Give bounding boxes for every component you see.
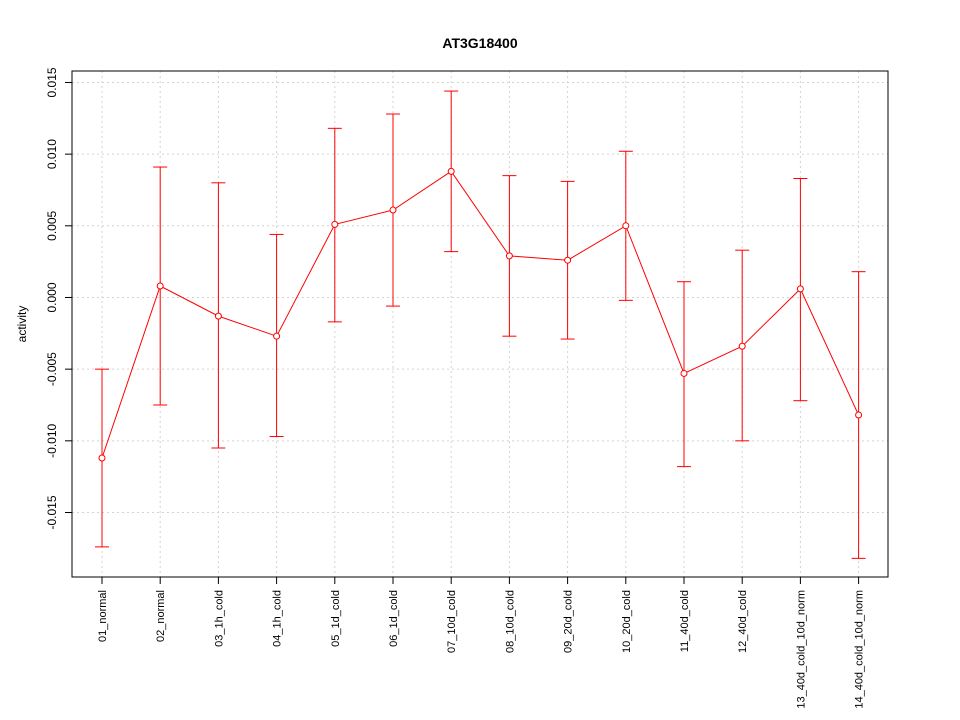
y-tick-label: -0.015 [45,495,59,529]
y-tick-label: -0.005 [45,352,59,386]
data-point [505,252,513,260]
plot-frame [71,70,889,578]
grid [72,71,888,577]
data-point [447,167,455,175]
data-point [331,220,339,228]
data-point [564,256,572,264]
x-tick-label: 05_1d_cold [330,590,342,647]
data-point [796,285,804,293]
x-tick-label: 06_1d_cold [388,590,400,647]
data-point [156,282,164,290]
data-point [98,454,106,462]
series-activity [95,90,866,559]
x-tick-label: 07_10d_cold [446,590,458,653]
y-tick-label: 0.005 [45,210,59,240]
x-tick-label: 04_1h_cold [272,590,284,647]
x-tick-label: 12_40d_cold [737,590,749,653]
x-tick-label: 01_normal [97,590,109,642]
x-tick-label: 09_20d_cold [563,590,575,653]
chart-title: AT3G18400 [442,35,517,51]
data-point [680,369,688,377]
y-tick-label: 0.010 [45,139,59,169]
y-tick-label: 0.015 [45,67,59,97]
x-tick-label: 10_20d_cold [621,590,633,653]
data-point [214,312,222,320]
data-point [855,411,863,419]
x-tick-label: 03_1h_cold [213,590,225,647]
data-point [389,206,397,214]
y-axis-label: activity [15,306,29,343]
y-axis: -0.015 -0.010 -0.005 0.000 0.005 0.010 0.015 [45,67,72,530]
data-point [622,222,630,230]
x-tick-label: 08_10d_cold [504,590,516,653]
x-tick-label: 14_40d_cold_10d_norm [854,590,866,709]
data-point [738,342,746,350]
x-tick-label: 11_40d_cold [679,590,691,652]
data-point [273,332,281,340]
x-tick-label: 02_normal [155,590,167,642]
x-tick-label: 13_40d_cold_10d_norm [795,590,807,709]
y-tick-label: 0.000 [45,282,59,312]
y-tick-label: -0.010 [45,423,59,457]
x-axis: 01_normal 02_normal 03_1h_cold 04_1h_cold 05… [97,577,866,709]
series-line [101,170,860,459]
